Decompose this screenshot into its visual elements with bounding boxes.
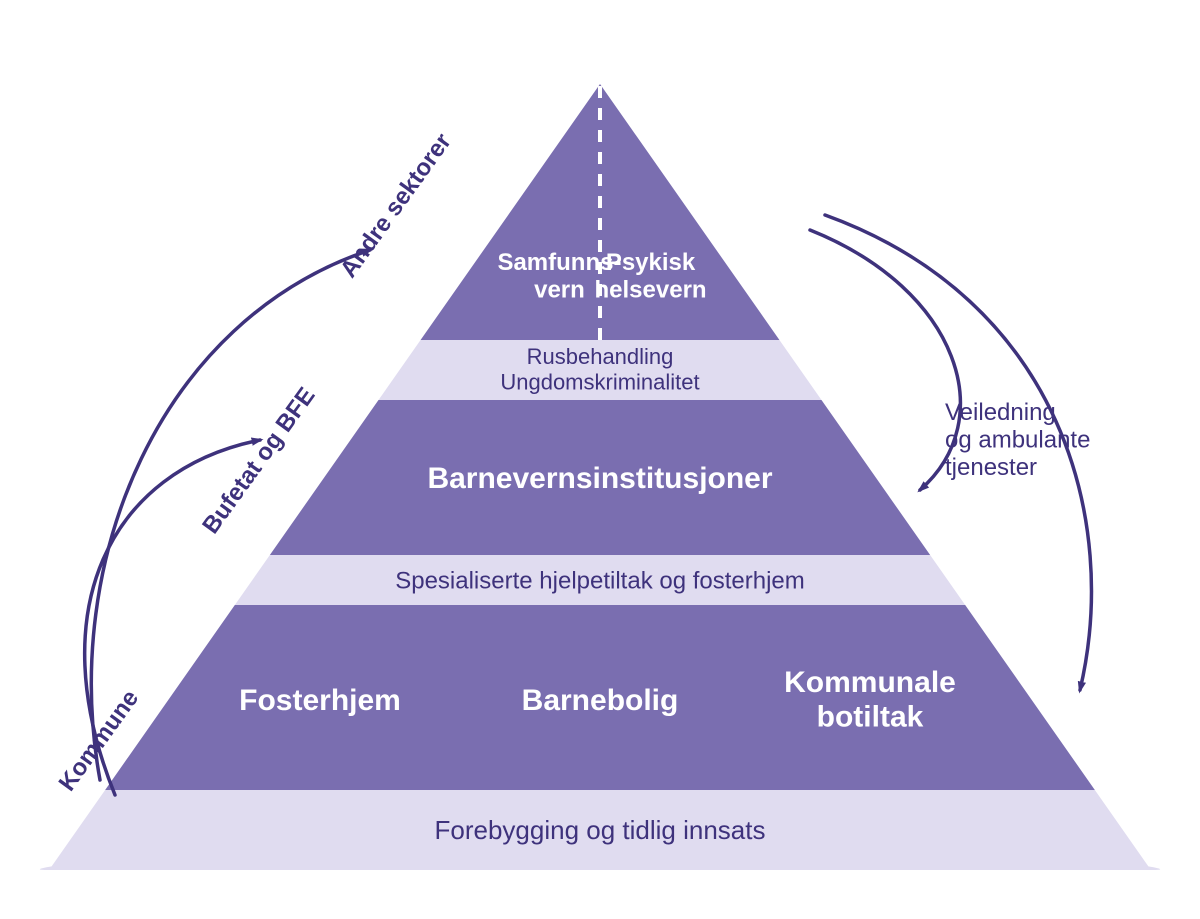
band-rusbehandling-text: RusbehandlingUngdomskriminalitet [500,344,699,394]
band-forebygging-text: Forebygging og tidlig innsats [435,815,766,845]
band-barnevern-text: Barnevernsinstitusjoner [427,462,772,495]
band-foster-item-1: Barnebolig [522,684,679,717]
band-foster-item-0: Fosterhjem [239,684,401,717]
band-spesialiserte-text: Spesialiserte hjelpetiltak og fosterhjem [395,567,805,594]
left-label-0: Andre sektorer [335,128,457,282]
pyramid-diagram: Samfunns-vernPsykiskhelsevernRusbehandli… [0,0,1200,919]
top-right-text: Psykiskhelsevern [595,249,707,304]
right-label: Veiledningog ambulantetjenester [945,399,1090,481]
